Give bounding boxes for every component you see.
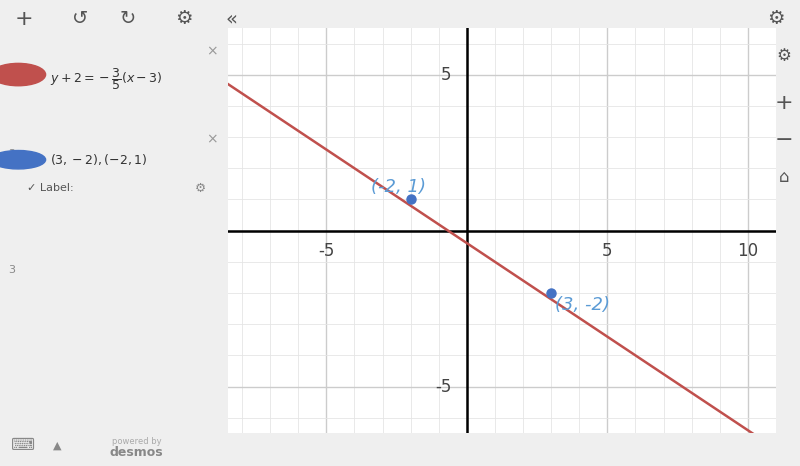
Text: ↺: ↺ xyxy=(72,9,88,28)
Text: 2: 2 xyxy=(8,149,15,159)
Circle shape xyxy=(0,63,46,86)
Text: ↻: ↻ xyxy=(120,9,136,28)
Text: 5: 5 xyxy=(441,66,451,84)
Circle shape xyxy=(0,151,46,169)
Text: ×: × xyxy=(206,44,218,58)
Text: ⚙: ⚙ xyxy=(175,9,193,28)
Text: ⚙: ⚙ xyxy=(195,182,206,195)
Text: ⚙: ⚙ xyxy=(777,47,791,65)
Text: (3, -2): (3, -2) xyxy=(555,296,610,314)
Text: (-2, 1): (-2, 1) xyxy=(371,178,426,196)
Text: ×: × xyxy=(206,132,218,146)
Text: 3: 3 xyxy=(8,265,15,275)
Text: ⌂: ⌂ xyxy=(778,168,790,186)
Text: 5: 5 xyxy=(602,241,613,260)
Text: desmos: desmos xyxy=(110,446,164,459)
Text: 10: 10 xyxy=(738,241,758,260)
Text: -5: -5 xyxy=(435,377,451,396)
Text: $y + 2 = -\dfrac{3}{5}(x - 3)$: $y + 2 = -\dfrac{3}{5}(x - 3)$ xyxy=(50,66,162,92)
Text: -5: -5 xyxy=(318,241,334,260)
Text: ⌨: ⌨ xyxy=(10,437,35,454)
Text: ▲: ▲ xyxy=(53,440,62,451)
Text: +: + xyxy=(14,9,34,28)
Text: $(3,-2),(-2,1)$: $(3,-2),(-2,1)$ xyxy=(50,152,147,167)
Text: +: + xyxy=(774,93,794,112)
Text: −: − xyxy=(774,130,794,150)
Text: ⚙: ⚙ xyxy=(767,9,785,28)
Text: powered by: powered by xyxy=(112,437,162,446)
Text: ✓ Label:: ✓ Label: xyxy=(27,183,74,193)
Text: «: « xyxy=(226,9,238,28)
